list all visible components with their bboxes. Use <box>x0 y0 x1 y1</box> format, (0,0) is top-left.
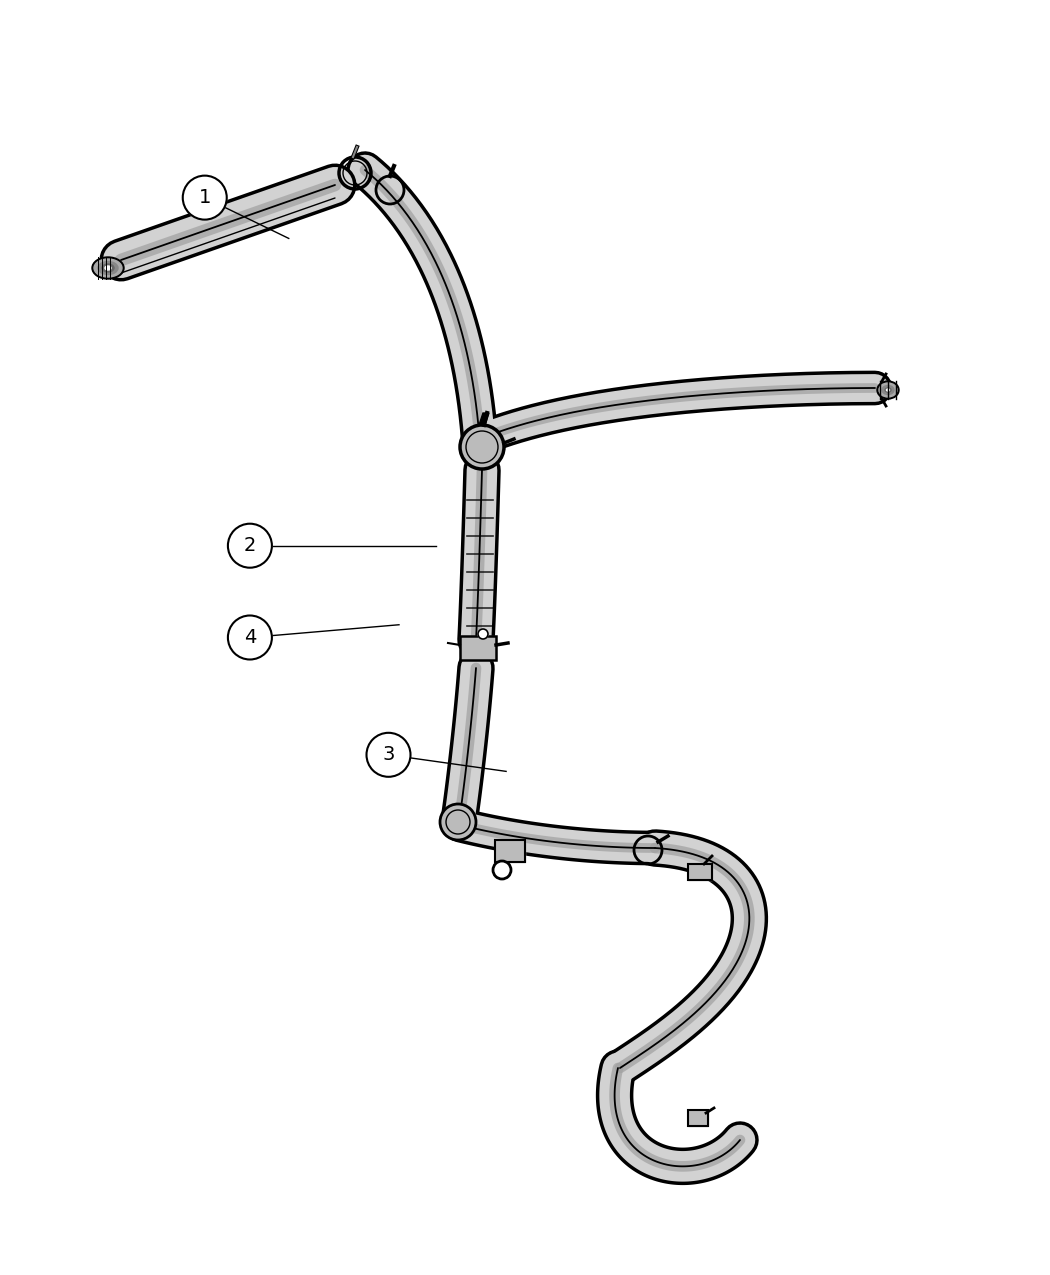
Ellipse shape <box>98 261 118 274</box>
Ellipse shape <box>92 258 124 279</box>
Ellipse shape <box>879 382 897 397</box>
Text: 2: 2 <box>244 537 256 555</box>
Circle shape <box>183 176 227 219</box>
Bar <box>688 1111 708 1126</box>
Ellipse shape <box>94 259 122 277</box>
Circle shape <box>478 629 488 639</box>
Bar <box>688 1111 708 1126</box>
Circle shape <box>440 805 476 840</box>
Bar <box>688 864 712 880</box>
Circle shape <box>228 524 272 567</box>
Polygon shape <box>479 413 489 425</box>
Bar <box>460 636 496 660</box>
Circle shape <box>494 861 511 878</box>
Ellipse shape <box>886 389 889 391</box>
Bar <box>460 636 496 660</box>
Circle shape <box>460 425 504 469</box>
Text: 4: 4 <box>244 629 256 646</box>
Text: 1: 1 <box>198 189 211 207</box>
Bar <box>688 864 712 880</box>
Ellipse shape <box>877 381 899 399</box>
Ellipse shape <box>885 388 891 391</box>
Circle shape <box>228 616 272 659</box>
Text: 3: 3 <box>382 746 395 764</box>
Circle shape <box>366 733 411 776</box>
Ellipse shape <box>105 266 111 270</box>
Bar <box>495 840 525 862</box>
Bar <box>495 840 525 862</box>
Ellipse shape <box>882 385 894 394</box>
Ellipse shape <box>102 264 114 272</box>
